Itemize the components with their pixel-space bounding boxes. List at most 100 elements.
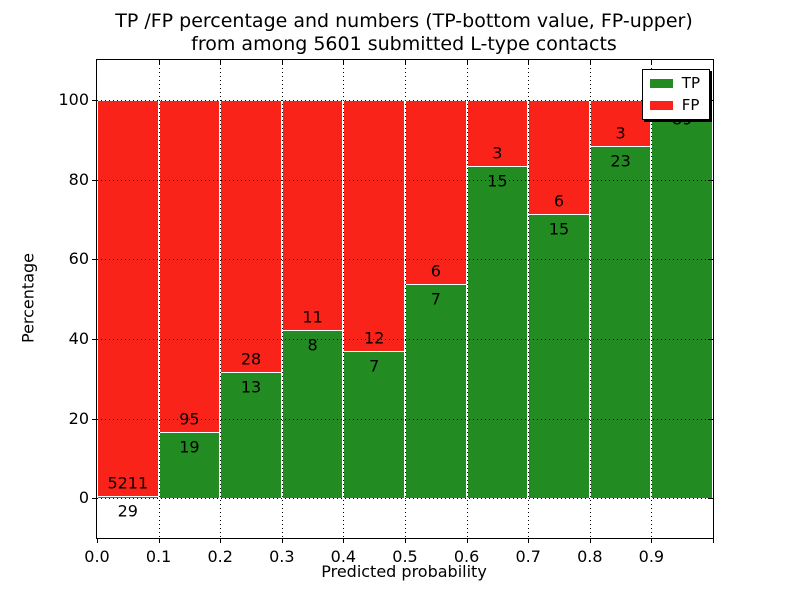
legend-label-tp: TP [681, 74, 700, 92]
tp-bar-segment [282, 330, 343, 499]
x-tick-label: 0.6 [453, 547, 480, 566]
gridline-vertical [343, 60, 345, 538]
x-tick-label: 0.8 [577, 547, 603, 566]
tp-count-label: 8 [307, 335, 318, 355]
tp-count-label: 19 [179, 437, 200, 457]
tp-color-swatch [649, 79, 673, 88]
y-axis-label: Percentage [18, 252, 38, 344]
fp-count-label: 28 [240, 349, 262, 369]
y-tick-mark-right [708, 179, 713, 181]
legend: TP FP [641, 69, 710, 120]
x-tick-mark-top [405, 60, 406, 65]
x-tick-mark-top [220, 60, 222, 65]
x-tick-mark-top [343, 60, 345, 65]
tp-bar-segment [590, 145, 651, 499]
x-tick-mark-top [466, 60, 468, 65]
gridline-vertical [220, 60, 222, 538]
x-tick-label: 0.2 [207, 547, 233, 566]
tp-count-label: 23 [610, 151, 631, 171]
x-tick-mark [343, 538, 345, 543]
gridline-horizontal [97, 99, 713, 101]
tp-bar-segment [344, 351, 404, 499]
x-tick-mark [158, 538, 160, 543]
fp-count-label: 3 [492, 143, 503, 163]
fp-count-label: 95 [179, 409, 200, 429]
legend-item-tp: TP [649, 74, 700, 92]
x-tick-label: 0.3 [269, 547, 295, 566]
y-tick-mark-right [708, 338, 713, 340]
x-tick-mark [528, 538, 530, 543]
fp-count-label: 3 [615, 123, 626, 143]
x-tick-label: 0.9 [638, 547, 665, 566]
fp-bar-segment [159, 99, 220, 432]
tp-bar-segment [406, 283, 466, 499]
ticks-layer: 0.0 0.1 0.2 0.3 0.4 0.5 0.6 0.7 0.8 0.9 0 20 40 60 80 1… [58, 60, 714, 566]
tp-bar-segment [159, 431, 220, 499]
fp-bar-segment [406, 99, 466, 284]
legend-item-fp: FP [649, 96, 700, 114]
chart-title-line2: from among 5601 submitted L-type contact… [191, 33, 617, 55]
tp-bar-segment [652, 104, 712, 499]
y-tick-mark [92, 418, 97, 420]
gridline-horizontal [97, 338, 713, 340]
x-tick-mark [220, 538, 222, 543]
y-tick-mark [92, 179, 97, 181]
y-tick-mark [92, 259, 97, 261]
x-tick-mark-top [589, 60, 591, 65]
y-tick-mark-right [708, 498, 713, 500]
fp-count-label: 5211 [107, 473, 149, 493]
gridline-vertical [466, 60, 468, 538]
gridline-vertical [651, 60, 653, 538]
plot-area: 521129951928131181276731561532389 0.00.1… [58, 59, 714, 566]
tp-bar-segment [98, 495, 158, 499]
tp-count-label: 7 [369, 356, 380, 376]
tp-count-label: 29 [117, 501, 138, 521]
chart-title-line1: TP /FP percentage and numbers (TP-bottom… [115, 10, 693, 32]
x-tick-mark [281, 538, 283, 543]
y-tick-mark-right [708, 259, 713, 261]
gridline-horizontal [97, 259, 713, 261]
y-tick-mark [92, 338, 97, 340]
tp-bar-segment [529, 213, 589, 499]
y-tick-label: 60 [68, 249, 89, 269]
x-tick-mark [589, 538, 591, 543]
tp-count-label: 13 [240, 377, 262, 397]
y-tick-label: 40 [68, 328, 89, 348]
grid-layer [97, 60, 713, 538]
x-tick-mark [97, 538, 98, 543]
y-tick-label: 80 [68, 169, 89, 189]
y-tick-label: 20 [68, 408, 89, 428]
gridline-vertical [405, 60, 406, 538]
x-tick-label: 0.1 [145, 547, 172, 566]
fp-color-swatch [649, 101, 673, 110]
chart-title: TP /FP percentage and numbers (TP-bottom… [96, 10, 712, 56]
gridline-horizontal [97, 498, 713, 500]
gridline-vertical [528, 60, 530, 538]
x-axis-label: Predicted probability [321, 562, 487, 581]
fp-count-label: 6 [553, 191, 565, 211]
fp-count-label: 6 [430, 261, 441, 281]
y-tick-mark-right [708, 418, 713, 420]
fp-count-label: 12 [364, 328, 385, 348]
x-tick-label: 0.4 [330, 547, 357, 566]
fp-bar-segment [98, 99, 158, 496]
fp-bar-segment [282, 99, 343, 331]
x-tick-mark [651, 538, 653, 543]
bars-layer [97, 60, 713, 538]
x-tick-mark-top [528, 60, 530, 65]
x-tick-mark-top [651, 60, 653, 65]
tp-bar-segment [467, 166, 528, 499]
x-tick-mark-top [281, 60, 283, 65]
y-tick-mark [92, 99, 97, 101]
x-tick-mark-top [158, 60, 160, 65]
x-tick-label: 0.5 [392, 547, 418, 566]
tp-count-label: 15 [548, 219, 570, 239]
x-tick-label: 0.0 [84, 547, 110, 566]
y-tick-mark [92, 498, 97, 500]
tp-count-label: 7 [430, 289, 441, 309]
x-tick-label: 0.7 [515, 547, 541, 566]
legend-label-fp: FP [681, 96, 700, 114]
gridline-vertical [158, 60, 160, 538]
gridline-vertical [589, 60, 591, 538]
fp-bar-segment [221, 99, 281, 372]
